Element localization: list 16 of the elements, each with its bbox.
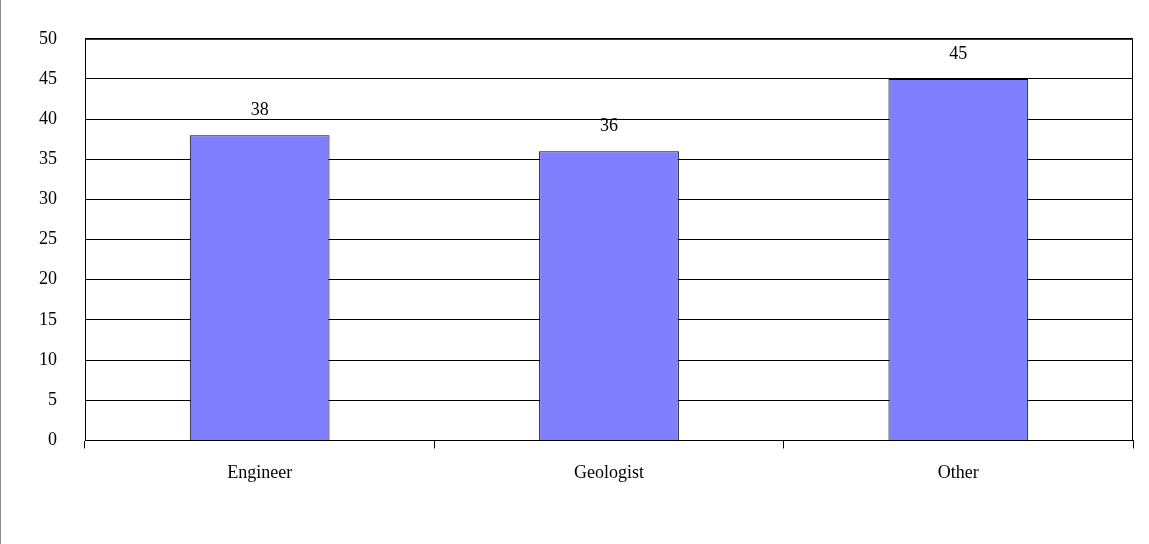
y-tick-label: 0 [48, 429, 57, 450]
y-tick-label: 15 [39, 308, 57, 329]
x-tick-label: Engineer [227, 461, 293, 482]
data-label: 45 [949, 42, 968, 63]
x-tick-label: Other [937, 461, 979, 482]
y-tick-label: 30 [39, 188, 57, 209]
y-tick-label: 50 [39, 27, 57, 48]
y-tick-label: 10 [39, 348, 57, 369]
y-tick-label: 40 [39, 107, 57, 128]
y-tick-label: 5 [48, 388, 57, 409]
y-tick-label: 20 [39, 268, 57, 289]
y-tick-label: 35 [39, 148, 57, 169]
x-tick-label: Geologist [574, 461, 644, 482]
y-tick-label: 25 [39, 228, 57, 249]
y-tick-label: 45 [39, 67, 57, 88]
data-label: 38 [250, 98, 269, 119]
